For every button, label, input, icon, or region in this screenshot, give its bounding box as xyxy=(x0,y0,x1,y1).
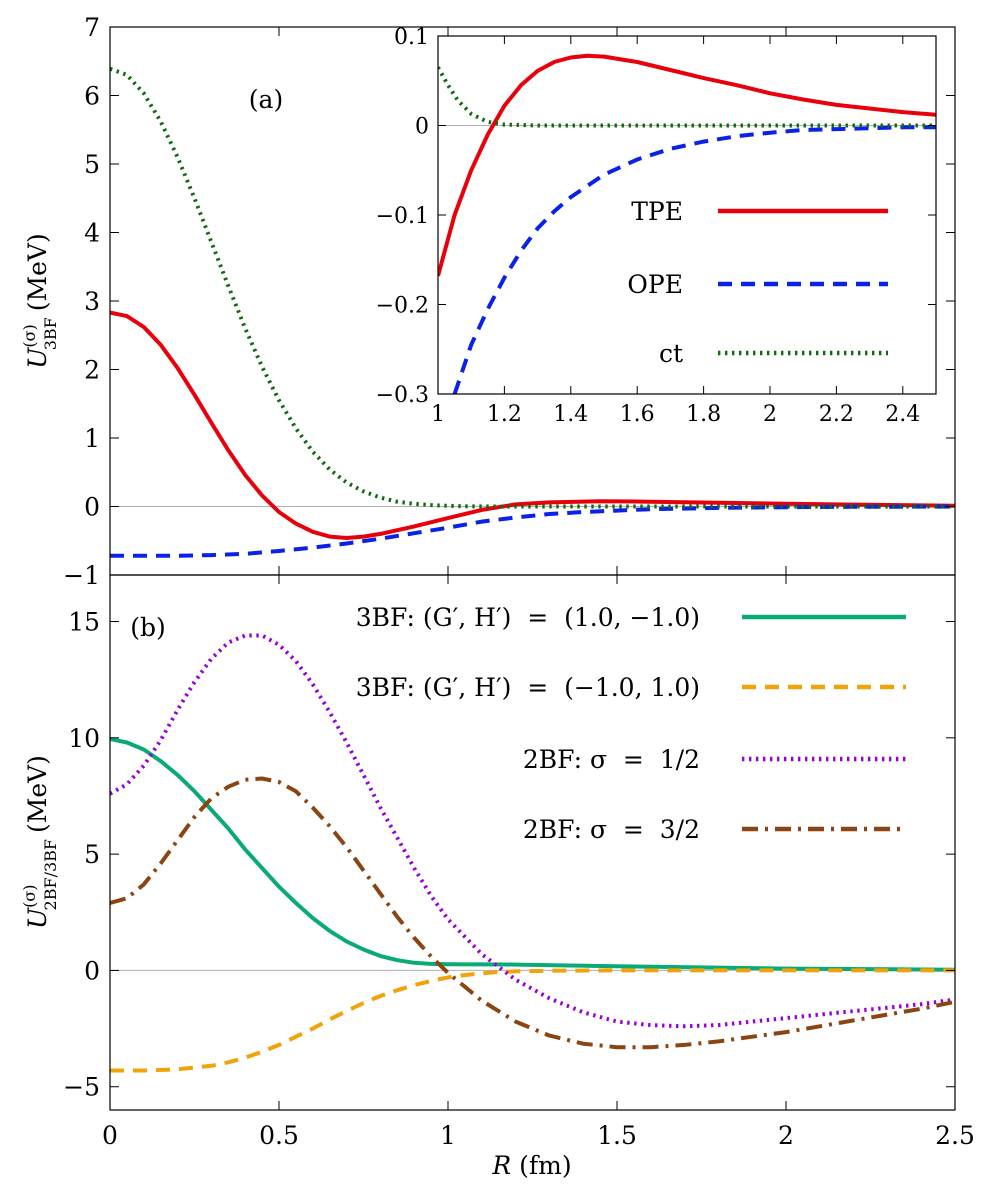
panel-a-ytick-label: −1 xyxy=(63,561,100,590)
panel-b-legend-label: 3BF: (G′, H′) = (1.0, −1.0) xyxy=(356,603,700,632)
panel-a-ytick-label: 4 xyxy=(84,219,100,248)
inset-background xyxy=(438,36,936,394)
panel-b-xtick-label: 0.5 xyxy=(259,1121,299,1150)
panel-a-ytick-label: 3 xyxy=(84,287,100,316)
panel-b-ytick-label: 5 xyxy=(84,840,100,869)
panel-a-label: (a) xyxy=(249,85,283,114)
panel-b-legend-label: 2BF: σ = 3/2 xyxy=(523,815,700,844)
panel-a-ytick-label: 1 xyxy=(84,424,100,453)
inset-xtick-label: 2.2 xyxy=(819,402,854,427)
panel-b-ylabel-unit: (MeV) xyxy=(23,755,52,833)
inset-ytick-label: −0.3 xyxy=(376,383,429,408)
inset: −0.3 −0.2 −0.1 0 0.1 1 1.2 1.4 1.6 1.8 2 2.2 2.4 TPE O… xyxy=(376,25,937,427)
panel-a-ylabel-unit: (MeV) xyxy=(23,233,52,311)
panel-a-series-tpe xyxy=(110,310,955,540)
inset-xtick-label: 2 xyxy=(763,402,777,427)
panel-b-xtick-label: 2.5 xyxy=(935,1121,975,1150)
panel-a-ytick-label: 0 xyxy=(84,493,100,522)
panel-b-legend-label: 2BF: σ = 1/2 xyxy=(523,745,700,774)
inset-xtick-label: 1.8 xyxy=(686,402,721,427)
panel-b-ylabel: U(σ) 2BF/3BF (MeV) xyxy=(20,755,60,929)
panel-b-xtick-label: 1.5 xyxy=(597,1121,637,1150)
inset-legend-label: OPE xyxy=(627,270,683,299)
inset-legend-label: ct xyxy=(659,339,683,368)
panel-b-xtick-label: 1 xyxy=(440,1121,456,1150)
panel-a-ytick-label: 6 xyxy=(84,82,100,111)
inset-xtick-label: 2.4 xyxy=(885,402,920,427)
inset-ytick-label: −0.1 xyxy=(376,204,429,229)
panel-b-xlabel-unit: (fm) xyxy=(519,1151,571,1180)
panel-a-series-ope xyxy=(110,504,955,558)
panel-b-ytick-label: 0 xyxy=(84,956,100,985)
panel-b-ytick-label: −5 xyxy=(63,1073,100,1102)
panel-b-ytick-label: 15 xyxy=(68,608,100,637)
panel-b-series-3bf-g-h-1-0-1-0 xyxy=(110,737,955,972)
panel-b-frame xyxy=(109,574,956,1111)
panel-b-series-2bf-3-2 xyxy=(110,776,955,1050)
panel-a: −1 0 1 2 3 4 5 6 7 (a) U(σ) 3BF (MeV) xyxy=(20,13,956,590)
panel-b-series-3bf-g-h-1-0-1-0 xyxy=(110,968,955,1073)
panel-a-ylabel-main: U xyxy=(23,347,52,369)
panel-b-legend-label: 3BF: (G′, H′) = (−1.0, 1.0) xyxy=(356,673,700,702)
inset-xtick-label: 1.4 xyxy=(553,402,588,427)
panel-b-label: (b) xyxy=(130,613,166,642)
inset-xtick-label: 1.2 xyxy=(487,402,522,427)
inset-xtick-label: 1 xyxy=(431,402,445,427)
panel-a-ytick-label: 5 xyxy=(84,150,100,179)
panel-b-xtick-label: 0 xyxy=(102,1121,118,1150)
panel-b-xlabel-var: R xyxy=(491,1151,511,1180)
inset-ytick-label: 0.1 xyxy=(394,25,429,50)
panel-b-ytick-label: 10 xyxy=(68,724,100,753)
panel-b-xtick-label: 2 xyxy=(778,1121,794,1150)
inset-frame xyxy=(437,35,937,395)
inset-series-tpe xyxy=(438,53,936,277)
panel-a-ytick-label: 2 xyxy=(84,356,100,385)
panel-a-ylabel-sup: (σ) xyxy=(20,324,39,347)
panel-b-xlabel: R (fm) xyxy=(491,1151,571,1180)
panel-b-ylabel-sub: 2BF/3BF xyxy=(41,839,60,910)
panel-b-ylabel-sup: (σ) xyxy=(20,884,39,907)
panel-b-ylabel-main: U xyxy=(23,907,52,929)
panel-a-ytick-label: 7 xyxy=(84,13,100,42)
panel-a-ylabel-sub: 3BF xyxy=(41,317,60,350)
inset-series-ct xyxy=(438,66,936,128)
inset-xtick-label: 1.6 xyxy=(620,402,655,427)
inset-ytick-label: −0.2 xyxy=(376,294,429,319)
inset-series-ope xyxy=(452,125,936,394)
inset-ytick-label: 0 xyxy=(415,115,429,140)
inset-legend-label: TPE xyxy=(631,197,683,226)
panel-a-ylabel: U(σ) 3BF (MeV) xyxy=(20,233,60,369)
